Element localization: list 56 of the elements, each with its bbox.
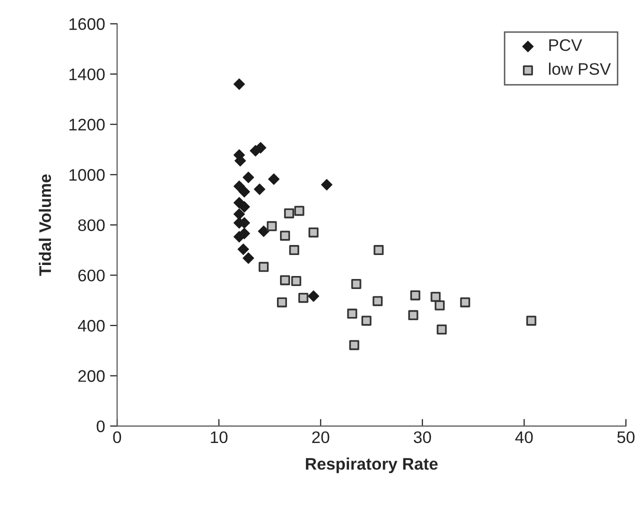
legend-label: PCV: [549, 39, 582, 52]
x-tick-label: 30: [414, 431, 432, 444]
point: [294, 206, 304, 216]
x-tick-label: 20: [312, 431, 330, 444]
point: [276, 297, 287, 308]
point: [268, 173, 280, 185]
point: [280, 275, 290, 286]
point: [434, 300, 445, 310]
point: [284, 208, 294, 218]
point: [408, 310, 418, 320]
point: [234, 78, 245, 90]
point: [372, 296, 383, 306]
point: [238, 244, 250, 256]
point: [436, 324, 447, 335]
point: [280, 230, 290, 241]
y-tick-label: 200: [78, 370, 105, 382]
point: [242, 172, 254, 184]
point: [234, 208, 245, 220]
point: [258, 262, 269, 272]
point: [460, 297, 470, 308]
point: [526, 316, 536, 326]
point: [410, 290, 420, 300]
point: [254, 183, 266, 195]
point: [349, 340, 360, 350]
x-tick-label: 50: [617, 431, 635, 444]
x-tick-label: 10: [210, 431, 228, 444]
point: [308, 290, 320, 302]
point: [361, 316, 372, 326]
point: [289, 245, 300, 256]
x-tick-label: 40: [515, 431, 533, 444]
y-tick-label: 1600: [70, 18, 105, 30]
y-tick-label: 400: [78, 320, 105, 332]
point: [298, 292, 308, 303]
y-axis-title: Tidal Volume: [38, 174, 52, 276]
x-axis-title: Respiratory Rate: [306, 458, 438, 474]
point: [266, 221, 277, 232]
y-tick-label: 600: [78, 270, 105, 282]
point: [258, 225, 270, 237]
y-tick-label: 1200: [70, 118, 105, 131]
y-tick-label: 1000: [70, 169, 105, 181]
point: [347, 308, 358, 319]
point: [238, 186, 250, 198]
y-tick-label: 1400: [70, 68, 105, 80]
legend-label: low PSV: [549, 62, 611, 75]
point: [430, 292, 441, 302]
point: [321, 178, 332, 190]
point: [238, 201, 250, 213]
x-tick-label: 0: [113, 431, 122, 444]
point: [308, 227, 319, 238]
point: [374, 245, 384, 256]
point: [351, 279, 362, 289]
point: [291, 276, 302, 286]
point: [242, 252, 254, 264]
y-tick-label: 800: [78, 219, 105, 232]
point: [238, 228, 250, 240]
y-tick-label: 0: [96, 420, 105, 432]
